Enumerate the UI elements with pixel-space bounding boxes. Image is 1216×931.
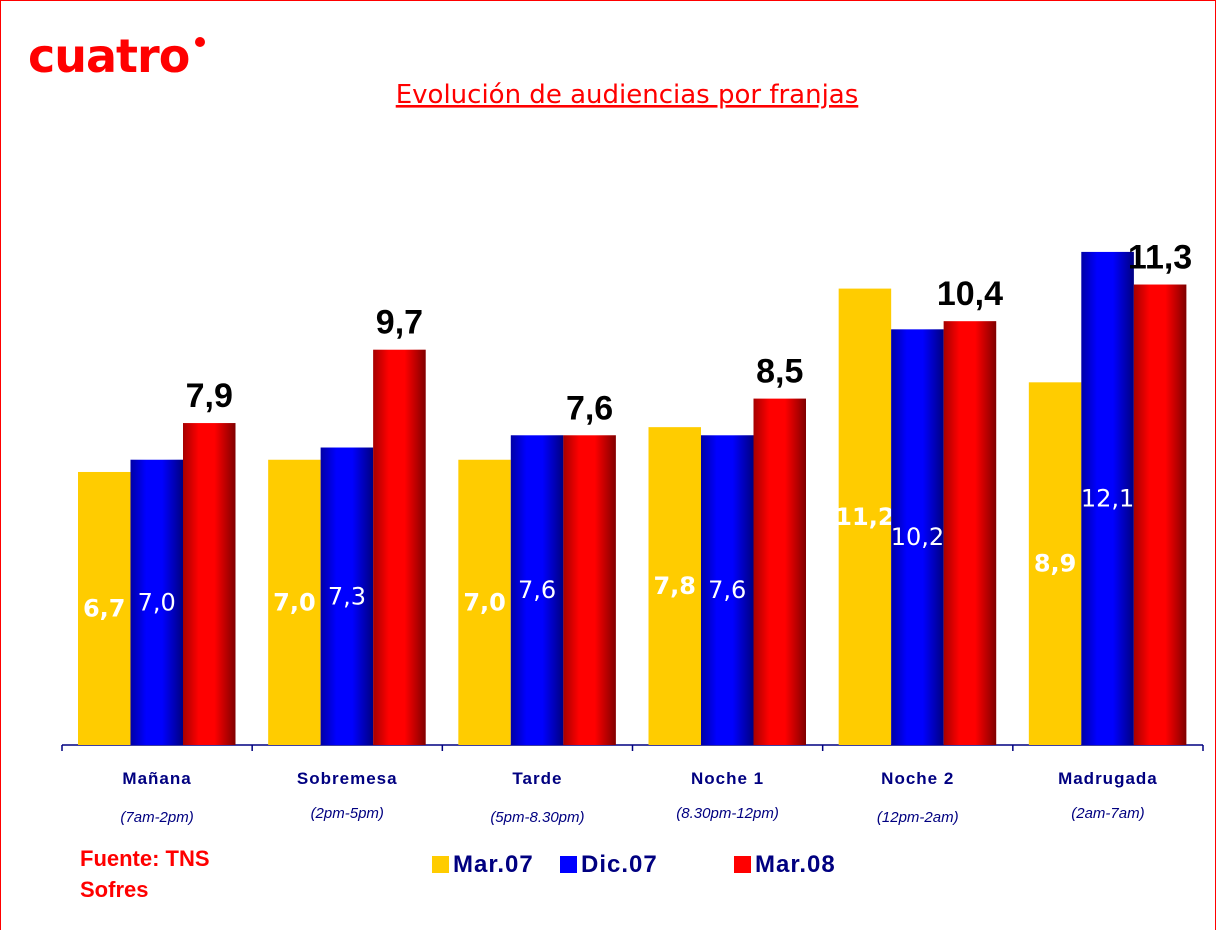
bar-shade — [320, 447, 374, 745]
bar — [648, 427, 701, 745]
x-tick-label: Tarde — [512, 769, 562, 788]
value-label: 7,0 — [138, 588, 176, 616]
bar — [1028, 382, 1082, 745]
bar-shade — [130, 459, 183, 745]
bar-shade — [701, 435, 754, 745]
legend-label: Dic.07 — [581, 851, 658, 878]
value-label: 7,9 — [186, 377, 233, 415]
x-tick-sublabel: (2pm-5pm) — [311, 805, 384, 822]
x-tick-label: Madrugada — [1058, 769, 1158, 788]
value-label: 12,1 — [1081, 484, 1134, 512]
x-tick-sublabel: (8.30pm-12pm) — [676, 805, 779, 822]
bar-shade — [1133, 284, 1187, 745]
bar-shade — [1081, 251, 1134, 746]
source: Fuente: TNS Sofres — [80, 846, 210, 902]
legend-swatch — [734, 856, 751, 873]
x-tick-sublabel: (12pm-2am) — [877, 809, 959, 826]
legend-label: Mar.07 — [453, 851, 534, 878]
logo-dot — [195, 37, 205, 47]
bar — [838, 288, 892, 745]
bar-shade — [373, 349, 426, 745]
legend-label: Mar.08 — [755, 851, 836, 878]
x-tick-sublabel: (2am-7am) — [1071, 805, 1144, 822]
bar-shade — [183, 423, 236, 745]
value-label: 10,2 — [891, 523, 944, 551]
value-label: 9,7 — [376, 304, 423, 342]
value-label: 7,6 — [708, 576, 746, 604]
value-label: 7,0 — [463, 588, 506, 616]
value-label: 7,8 — [653, 572, 696, 600]
legend-swatch — [560, 856, 577, 873]
bar — [268, 459, 321, 745]
value-label: 7,6 — [518, 576, 556, 604]
value-label: 11,2 — [835, 503, 894, 531]
bar-shade — [563, 435, 616, 745]
bar-shade — [753, 398, 806, 745]
value-label: 7,3 — [328, 582, 366, 610]
value-label: 11,3 — [1128, 239, 1192, 277]
legend-swatch — [432, 856, 449, 873]
bar-shade — [943, 321, 997, 745]
value-label: 8,5 — [756, 353, 803, 391]
x-tick-label: Noche 2 — [881, 769, 954, 788]
value-label: 8,9 — [1034, 550, 1077, 578]
x-tick-label: Noche 1 — [691, 769, 764, 788]
value-label: 7,0 — [273, 588, 316, 616]
logo: cuatro — [28, 29, 189, 83]
value-label: 7,6 — [566, 389, 613, 427]
bar-shade — [891, 329, 944, 745]
value-label: 10,4 — [937, 275, 1003, 313]
x-tick-label: Sobremesa — [297, 769, 398, 788]
x-tick-sublabel: (7am-2pm) — [120, 809, 193, 826]
x-tick-sublabel: (5pm-8.30pm) — [490, 809, 584, 826]
bar-shade — [510, 435, 564, 745]
x-tick-label: Mañana — [122, 769, 191, 788]
bar — [458, 459, 511, 745]
bar — [78, 471, 131, 745]
chart-title: Evolución de audiencias por franjas — [396, 80, 859, 110]
value-label: 6,7 — [83, 594, 126, 622]
